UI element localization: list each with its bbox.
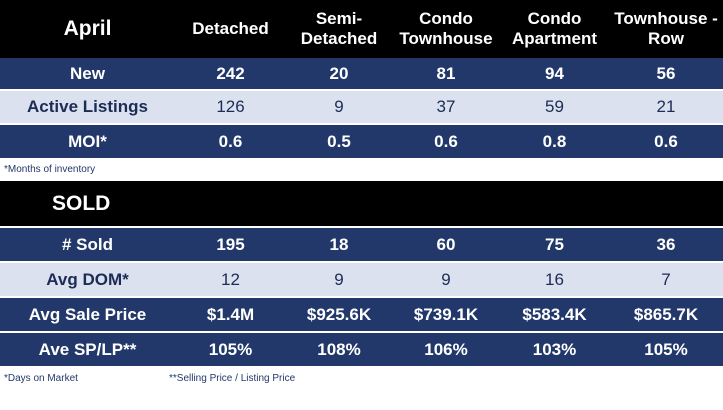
table-cell: 12 bbox=[221, 269, 240, 289]
row-label: Active Listings bbox=[27, 97, 148, 116]
table-row: MOI* 0.6 0.5 0.6 0.8 0.6 bbox=[0, 123, 723, 158]
table-cell: 0.6 bbox=[654, 131, 678, 151]
table-cell: 9 bbox=[334, 97, 344, 116]
table-row: Avg Sale Price $1.4M $925.6K $739.1K $58… bbox=[0, 296, 723, 331]
table-cell: $925.6K bbox=[306, 304, 372, 324]
table-cell: 105% bbox=[208, 339, 253, 359]
month-title: April bbox=[63, 17, 112, 40]
sold-title: SOLD bbox=[52, 191, 111, 215]
footnotes: *Days on Market **Selling Price / Listin… bbox=[0, 366, 723, 391]
table-cell: 18 bbox=[329, 234, 349, 254]
row-label: # Sold bbox=[61, 234, 113, 254]
table-cell: 75 bbox=[545, 234, 564, 254]
table-cell: $739.1K bbox=[413, 304, 479, 324]
table-row: New 242 20 81 94 56 bbox=[0, 58, 723, 89]
table-cell: 105% bbox=[644, 339, 688, 359]
table-row: Active Listings 126 9 37 59 21 bbox=[0, 89, 723, 123]
table-row: Ave SP/LP** 105% 108% 106% 103% 105% bbox=[0, 331, 723, 366]
table-cell: 60 bbox=[436, 234, 456, 254]
table-cell: 108% bbox=[317, 339, 361, 359]
table-cell: 94 bbox=[545, 63, 564, 83]
row-label: New bbox=[70, 63, 105, 83]
table-cell: 0.5 bbox=[327, 131, 351, 151]
table-header: April Detached Semi- Detached Condo Town… bbox=[0, 0, 723, 58]
moi-footnote: *Months of inventory bbox=[0, 158, 723, 181]
col-townhouse-row: Townhouse - Row bbox=[609, 0, 723, 58]
col-condo-apartment: Condo Apartment bbox=[500, 0, 609, 58]
col-townhouse-row-label: Townhouse - Row bbox=[614, 9, 718, 48]
table-cell: 103% bbox=[532, 339, 577, 359]
table-cell: 56 bbox=[656, 63, 676, 83]
table-cell: 36 bbox=[656, 234, 676, 254]
table-cell: 126 bbox=[216, 97, 245, 116]
col-condo-townhouse: Condo Townhouse bbox=[392, 0, 500, 58]
row-label: Avg DOM* bbox=[46, 269, 129, 289]
table-cell: 7 bbox=[661, 269, 671, 289]
col-semi-detached-label: Semi- Detached bbox=[300, 9, 378, 48]
col-condo-townhouse-label: Condo Townhouse bbox=[399, 9, 493, 48]
col-detached: Detached bbox=[175, 0, 286, 58]
table-cell: 9 bbox=[441, 269, 451, 289]
col-detached-label: Detached bbox=[192, 19, 269, 38]
table-cell: $1.4M bbox=[206, 304, 255, 324]
splp-footnote: **Selling Price / Listing Price bbox=[169, 373, 296, 384]
table-cell: $865.7K bbox=[633, 304, 699, 324]
table-cell: 0.6 bbox=[218, 131, 243, 151]
table-cell: 242 bbox=[216, 63, 245, 83]
table-cell: 37 bbox=[436, 97, 456, 116]
table-cell: 0.8 bbox=[542, 131, 567, 151]
table-cell: 20 bbox=[329, 63, 349, 83]
table-cell: 106% bbox=[424, 339, 468, 359]
table-cell: 0.6 bbox=[434, 131, 458, 151]
table-row: # Sold 195 18 60 75 36 bbox=[0, 226, 723, 261]
row-label: Avg Sale Price bbox=[28, 304, 147, 324]
table-row: Avg DOM* 12 9 9 16 7 bbox=[0, 261, 723, 296]
sold-header: SOLD bbox=[0, 181, 723, 226]
table-cell: 59 bbox=[545, 97, 564, 116]
table-cell: 195 bbox=[216, 234, 245, 254]
row-label: Ave SP/LP** bbox=[38, 339, 137, 359]
table-cell: 9 bbox=[334, 269, 344, 289]
col-semi-detached: Semi- Detached bbox=[286, 0, 392, 58]
table-cell: 81 bbox=[436, 63, 456, 83]
row-label: MOI* bbox=[68, 131, 107, 151]
table-cell: 16 bbox=[545, 269, 564, 289]
col-condo-apartment-label: Condo Apartment bbox=[511, 9, 597, 48]
table-cell: $583.4K bbox=[522, 304, 587, 324]
dom-footnote: *Days on Market bbox=[4, 373, 78, 384]
table-cell: 21 bbox=[656, 97, 676, 116]
